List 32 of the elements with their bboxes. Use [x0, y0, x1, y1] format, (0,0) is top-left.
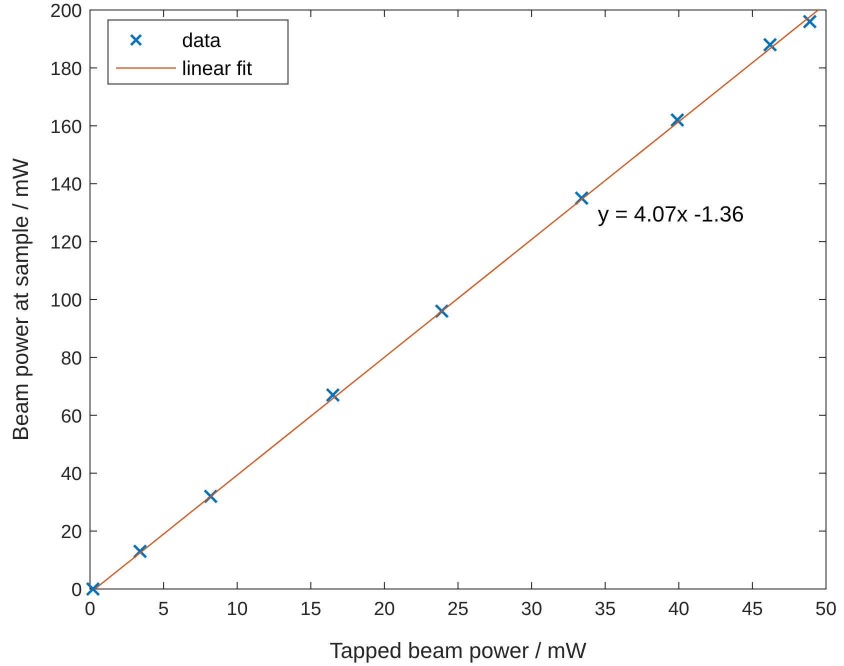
x-tick-label: 20 — [374, 599, 395, 620]
point — [670, 112, 685, 128]
point — [762, 37, 778, 52]
y-tick-label: 200 — [50, 1, 82, 22]
x-tick-label: 15 — [300, 599, 322, 620]
y-tick-label: 80 — [60, 348, 82, 370]
y-tick-label: 180 — [50, 58, 82, 80]
y-tick-label: 60 — [60, 406, 82, 428]
legend-label: data — [182, 30, 222, 52]
x-tick-label: 25 — [447, 599, 469, 620]
x-tick-label: 40 — [668, 599, 690, 620]
x-tick-label: 5 — [158, 599, 169, 620]
legend-label: linear fit — [182, 58, 252, 80]
y-tick-label: 0 — [71, 580, 82, 601]
x-tick-label: 50 — [815, 599, 837, 620]
point — [86, 582, 100, 596]
y-tick-label: 100 — [50, 290, 82, 312]
x-tick-label: 45 — [742, 599, 763, 620]
x-tick-label: 30 — [521, 599, 542, 620]
x-tick-label: 0 — [84, 599, 96, 620]
x-tick-label: 35 — [594, 599, 616, 620]
annotation: y = 4.07x -1.36 — [598, 201, 744, 226]
y-tick-label: 40 — [60, 464, 82, 486]
y-tick-label: 20 — [60, 522, 82, 544]
y-tick-label: 160 — [50, 116, 82, 138]
x-axis-title: Tapped beam power / mW — [330, 638, 587, 663]
y-tick-label: 120 — [50, 232, 82, 254]
y-axis-title: Beam power at sample / mW — [8, 158, 33, 441]
x-tick-label: 10 — [226, 599, 248, 620]
point — [802, 14, 818, 29]
y-tick-label: 140 — [50, 174, 82, 196]
point — [326, 388, 340, 402]
